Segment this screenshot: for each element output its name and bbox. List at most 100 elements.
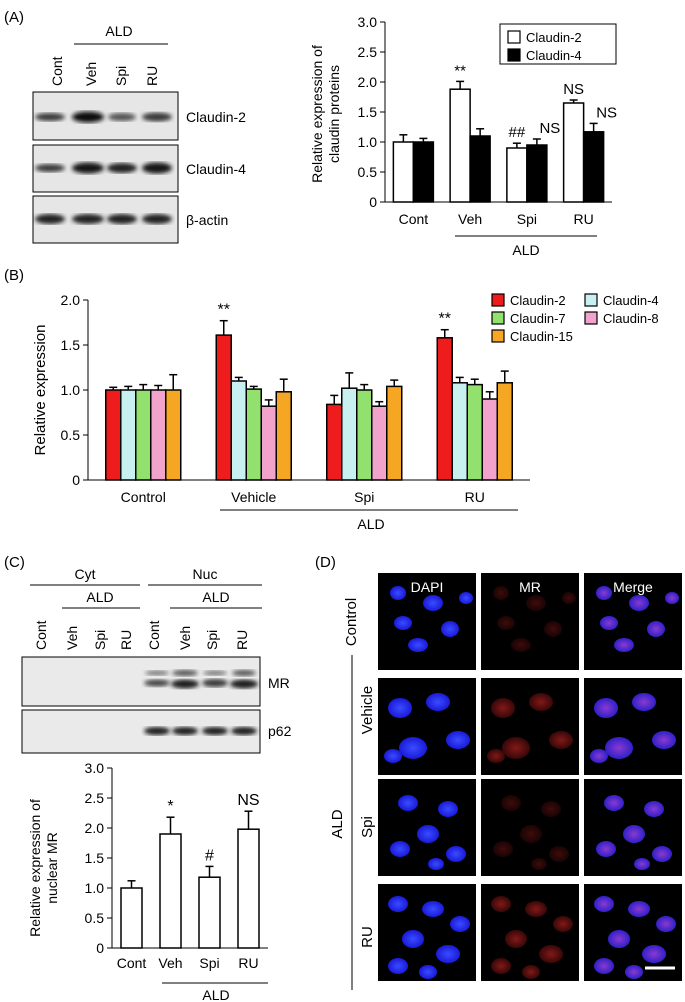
- x-tick-label: Cont: [117, 955, 147, 971]
- nucleus: [665, 592, 679, 604]
- nucleus: [652, 846, 672, 862]
- blot-c-lane-1: Cont: [33, 620, 49, 650]
- blot-a-row-claudin4: Claudin-4: [186, 161, 246, 177]
- blot-c-lane-4: RU: [118, 630, 134, 650]
- nucleus: [628, 901, 650, 917]
- chart-b-ylabel: Relative expression: [32, 325, 49, 456]
- y-tick-label: 0: [96, 940, 104, 956]
- nucleus: [388, 958, 408, 974]
- y-tick-label: 1.0: [85, 880, 105, 896]
- panel-c-label: (C): [4, 554, 25, 571]
- legend-swatch: [584, 311, 598, 325]
- micrograph-control-dapi: DAPI: [378, 573, 476, 670]
- nucleus: [422, 901, 444, 917]
- x-tick-label: Spi: [199, 955, 219, 971]
- bar: [466, 383, 483, 481]
- chart-a: 0 0.5 1.0 1.5 2.0 2.5 3.0 Cont Veh ** Spi ## NS RU NS N…: [358, 14, 618, 227]
- chart-c-ald-label: ALD: [202, 987, 229, 1002]
- bar: [481, 398, 498, 481]
- nucleus: [426, 693, 450, 711]
- blot-a-lane-spi: Spi: [113, 66, 129, 86]
- nucleus: [553, 916, 573, 932]
- bar: [230, 380, 247, 481]
- nucleus: [446, 731, 470, 749]
- annotation: *: [167, 798, 173, 815]
- legend-label: Claudin-7: [510, 311, 566, 326]
- nucleus: [629, 595, 649, 611]
- micro-ald-label: ALD: [329, 809, 346, 838]
- chart-c-ylabel-2: nuclear MR: [44, 832, 60, 904]
- nucleus: [644, 801, 664, 817]
- blot-c-row-p62: p62: [268, 723, 292, 739]
- bar: [245, 388, 262, 481]
- bar: [412, 141, 435, 203]
- nucleus: [408, 638, 428, 652]
- nucleus: [450, 916, 470, 932]
- nucleus: [417, 825, 439, 843]
- legend-swatch: [584, 293, 598, 307]
- nucleus: [491, 698, 515, 718]
- x-tick-label: Veh: [158, 955, 182, 971]
- blot-c-nuc-label: Nuc: [193, 566, 218, 582]
- y-tick-label: 1.0: [358, 134, 378, 150]
- nucleus: [526, 595, 546, 611]
- nucleus: [487, 749, 505, 763]
- nucleus: [594, 958, 614, 974]
- chart-b-ald-label: ALD: [357, 516, 384, 532]
- nucleus: [634, 858, 650, 870]
- y-tick-label: 2.5: [358, 44, 378, 60]
- x-tick-label: Veh: [458, 211, 482, 227]
- bar: [275, 391, 292, 481]
- nucleus: [436, 945, 460, 963]
- chart-a-ylabel-1: Relative expression of: [309, 45, 325, 183]
- nucleus: [549, 846, 569, 862]
- y-tick-label: 0: [72, 472, 80, 488]
- y-tick-label: 0.5: [85, 910, 105, 926]
- bar: [165, 389, 182, 481]
- bar: [135, 389, 152, 481]
- legend-label: Claudin-15: [510, 329, 573, 344]
- nucleus: [394, 616, 412, 630]
- nucleus: [388, 698, 412, 718]
- bar: [341, 387, 358, 481]
- nucleus: [438, 801, 458, 817]
- bar: [449, 88, 471, 203]
- y-tick-label: 3.0: [358, 14, 378, 30]
- bar: [436, 337, 453, 481]
- blot-c-ald-label-nuc: ALD: [202, 589, 229, 605]
- y-tick-label: 2.5: [85, 790, 105, 806]
- bar: [356, 389, 373, 481]
- micrograph-grid: DAPI MR Merge: [378, 573, 682, 981]
- legend-swatch: [491, 293, 505, 307]
- micro-row-vehicle: Vehicle: [359, 686, 376, 734]
- y-tick-label: 0.5: [61, 427, 81, 443]
- nucleus: [501, 795, 521, 811]
- annotation: #: [205, 847, 214, 864]
- annotation: **: [439, 311, 451, 328]
- blot-a-ald-label: ALD: [105, 23, 132, 39]
- bar: [120, 389, 137, 481]
- chart-c-ylabel-1: Relative expression of: [27, 799, 43, 937]
- nucleus: [419, 965, 437, 979]
- bar: [506, 147, 528, 203]
- bar: [159, 833, 182, 949]
- nucleus: [544, 621, 562, 637]
- blot-c-cyt-label: Cyt: [75, 566, 96, 582]
- nucleus: [505, 930, 527, 948]
- y-tick-label: 1.5: [85, 850, 105, 866]
- nucleus: [529, 693, 553, 711]
- legend-label: Claudin-8: [603, 311, 659, 326]
- bar: [260, 405, 277, 481]
- micrograph-column-label: MR: [519, 579, 541, 595]
- y-tick-label: 3.0: [85, 760, 105, 776]
- nucleus: [491, 896, 511, 912]
- nucleus: [441, 621, 459, 637]
- annotation: NS: [563, 81, 584, 98]
- nucleus: [539, 945, 563, 963]
- bar: [120, 887, 143, 949]
- y-tick-label: 2.0: [358, 74, 378, 90]
- x-tick-label: Control: [121, 489, 166, 505]
- bar: [105, 389, 122, 481]
- nucleus: [497, 616, 515, 630]
- micrograph-vehicle-dapi: [378, 678, 476, 775]
